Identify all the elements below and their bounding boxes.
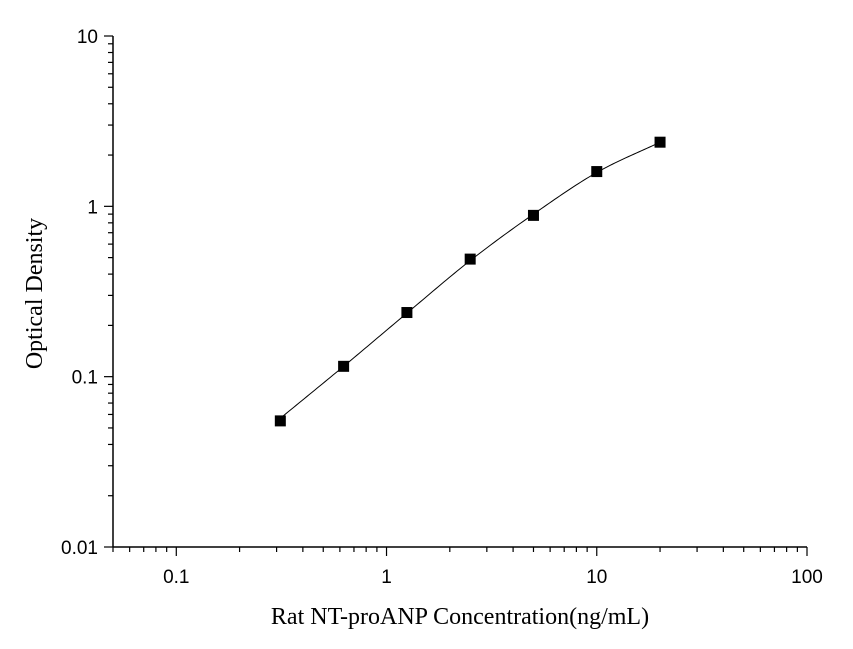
data-point <box>274 415 286 427</box>
data-point <box>338 360 350 372</box>
axes: 0.1 1 10 100 0.01 0.1 1 10 <box>61 27 823 588</box>
fit-curve <box>280 141 661 419</box>
data-point <box>401 307 413 319</box>
data-point <box>464 253 476 265</box>
x-tick-label: 0.1 <box>163 567 189 588</box>
y-tick-label: 0.01 <box>61 538 98 559</box>
x-axis-title: Rat NT-proANP Concentration(ng/mL) <box>271 604 649 630</box>
y-tick-label: 1 <box>87 197 98 218</box>
y-tick-label: 10 <box>77 27 98 48</box>
x-tick-label: 1 <box>381 567 392 588</box>
y-tick-label: 0.1 <box>72 368 98 389</box>
data-point <box>591 166 603 178</box>
fit-curve-layer <box>280 141 661 419</box>
data-point <box>527 209 539 221</box>
data-points-layer <box>274 136 666 427</box>
y-axis-title: Optical Density <box>22 218 48 369</box>
x-tick-label: 10 <box>586 567 607 588</box>
x-tick-label: 100 <box>791 567 823 588</box>
data-point <box>654 136 666 148</box>
